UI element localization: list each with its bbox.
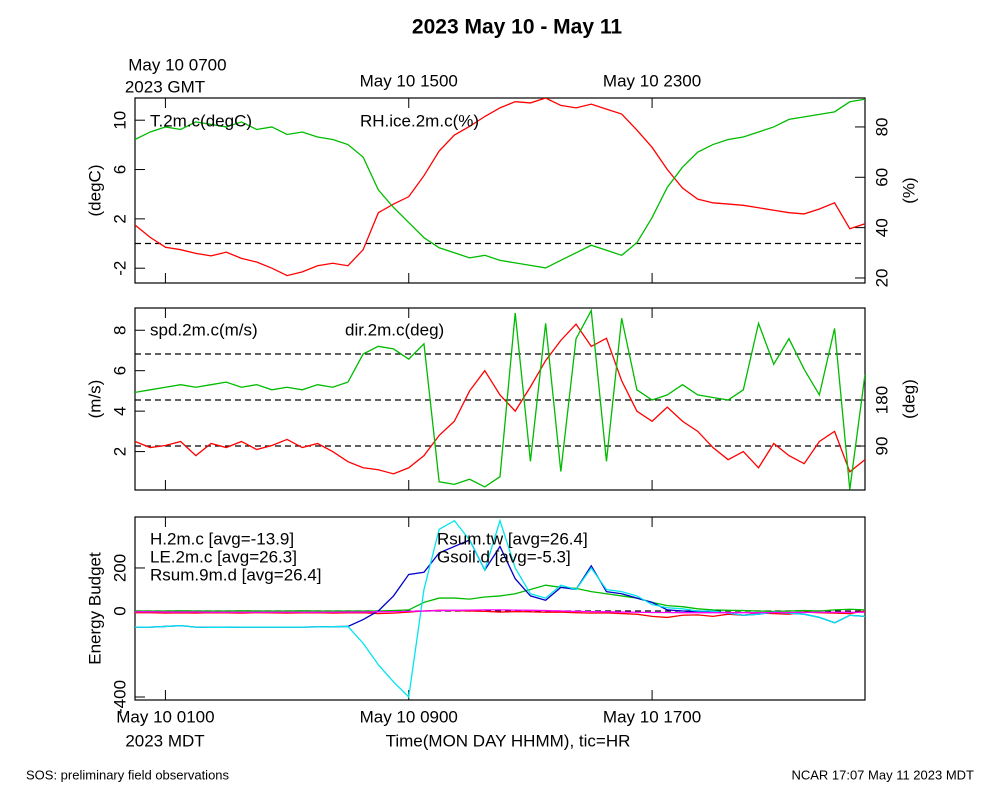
legend-label: Rsum.tw [avg=26.4] bbox=[437, 529, 588, 548]
y-tick-label: 200 bbox=[110, 554, 129, 582]
series-line bbox=[135, 609, 865, 614]
series-group bbox=[135, 518, 865, 699]
x2-tick-label: May 10 2300 bbox=[603, 71, 701, 90]
x2-note: 2023 GMT bbox=[125, 77, 205, 96]
y2-tick-label: 80 bbox=[872, 117, 891, 136]
legend-label: Gsoil.d [avg=-5.3] bbox=[437, 547, 571, 566]
x-note: 2023 MDT bbox=[125, 731, 204, 750]
y2-tick-label: 20 bbox=[872, 269, 891, 288]
y-tick-label: 0 bbox=[110, 606, 129, 615]
y-axis-label: Energy Budget bbox=[85, 552, 104, 665]
legend-label: T.2m.c(degC) bbox=[150, 111, 252, 130]
x-tick-label: May 10 0100 bbox=[116, 707, 214, 726]
plot-frame bbox=[134, 516, 866, 701]
footer-right: NCAR 17:07 May 11 2023 MDT bbox=[791, 767, 974, 782]
y-tick-label: 8 bbox=[110, 326, 129, 335]
series-line bbox=[135, 518, 865, 699]
y-tick-label: -2 bbox=[110, 261, 129, 276]
series-line bbox=[135, 98, 865, 277]
series-line bbox=[135, 98, 865, 269]
legend-label: Rsum.9m.d [avg=26.4] bbox=[150, 565, 322, 584]
x-axis-label: Time(MON DAY HHMM), tic=HR bbox=[386, 731, 631, 750]
plot-frame bbox=[134, 307, 866, 491]
legend-label: dir.2m.c(deg) bbox=[345, 320, 444, 339]
y2-axis-label: (deg) bbox=[899, 379, 918, 419]
series-group bbox=[135, 308, 865, 490]
series-line bbox=[135, 323, 865, 475]
x-tick-label: May 10 0900 bbox=[360, 707, 458, 726]
chart-title: 2023 May 10 - May 11 bbox=[412, 16, 622, 39]
series-line bbox=[135, 308, 865, 490]
y-tick-label: 6 bbox=[110, 165, 129, 174]
y-axis-label: (degC) bbox=[85, 165, 104, 217]
y-tick-label: 2 bbox=[110, 214, 129, 223]
series-group bbox=[135, 98, 865, 277]
x2-tick-label: May 10 0700 bbox=[128, 55, 226, 74]
y-axis-label: (m/s) bbox=[85, 380, 104, 419]
legend-label: LE.2m.c [avg=26.3] bbox=[150, 547, 297, 566]
plot-frame bbox=[134, 97, 866, 284]
y2-tick-label: 60 bbox=[872, 168, 891, 187]
legend-label: spd.2m.c(m/s) bbox=[150, 320, 258, 339]
footer-left: SOS: preliminary field observations bbox=[26, 767, 230, 782]
y2-axis-label: (%) bbox=[899, 177, 918, 203]
y2-tick-label: 40 bbox=[872, 218, 891, 237]
legend-label: H.2m.c [avg=-13.9] bbox=[150, 529, 294, 548]
y2-tick-label: 180 bbox=[872, 386, 891, 414]
y-tick-label: -400 bbox=[110, 680, 129, 714]
series-line bbox=[135, 584, 865, 613]
x-tick-label: May 10 1700 bbox=[603, 707, 701, 726]
x2-tick-label: May 10 1500 bbox=[360, 71, 458, 90]
legend-label: RH.ice.2m.c(%) bbox=[360, 111, 479, 130]
y-tick-label: 10 bbox=[110, 111, 129, 130]
y-tick-label: 6 bbox=[110, 366, 129, 375]
y-tick-label: 2 bbox=[110, 447, 129, 456]
y-tick-label: 4 bbox=[110, 406, 129, 415]
y2-tick-label: 90 bbox=[872, 437, 891, 456]
